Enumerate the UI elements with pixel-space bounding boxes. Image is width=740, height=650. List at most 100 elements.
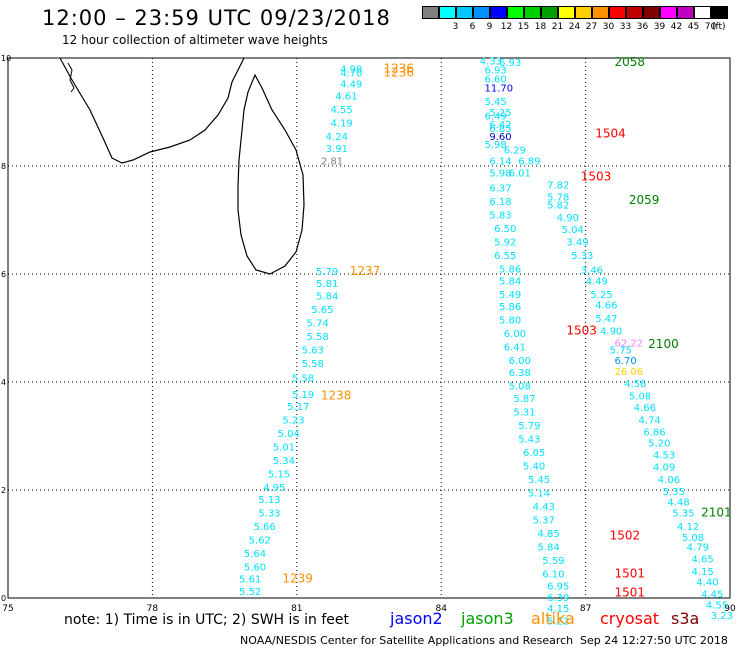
wave-height-label: 4.70 [340,68,362,79]
legend-label: 70 [704,22,717,32]
legend-swatch [507,6,524,19]
legend-swatch [490,6,507,19]
legend-label: 33 [619,22,632,32]
wave-height-label: 6.38 [509,368,531,379]
wave-height-label: 6.93 [499,58,521,69]
wave-height-label: 5.23 [282,416,304,427]
pass-time-label: 1236 [383,65,414,79]
map-title: 12:00 – 23:59 UTC 09/23/2018 [42,6,391,30]
wave-height-label: 5.79 [316,267,338,278]
wave-height-label: 6.93 [485,66,507,77]
satellite-cryosat: cryosat [600,609,660,628]
legend-swatch [626,6,643,19]
wave-height-label: 5.47 [595,314,617,325]
satellite-s3a: s3a [671,609,700,628]
wave-height-label: 6.10 [542,569,564,580]
wave-height-label: 5.65 [311,305,333,316]
wave-height-label: 4.66 [634,403,656,414]
wave-height-label: 5.43 [518,434,540,445]
wave-height-label: 6.01 [509,168,531,179]
lon-tick-label: 84 [435,604,447,614]
satellite-jason3: jason3 [461,609,514,628]
pass-time-label: 1501 [614,585,645,599]
wave-height-label: 6.18 [489,197,511,208]
lon-tick-label: 87 [580,604,591,614]
wave-height-label: 6.49 [485,112,507,123]
wave-height-label: 5.19 [292,390,314,401]
wave-height-label: 6.89 [518,156,540,167]
wave-height-label: 5.63 [302,345,324,356]
wave-height-label: 5.22 [547,616,569,627]
legend-label: 15 [517,22,530,32]
wave-height-label: 5.86 [499,264,521,275]
wave-height-label: 5.86 [499,302,521,313]
lat-tick-label: 0 [1,594,6,603]
wave-height-label: 4.09 [653,463,675,474]
legend-label: 6 [469,22,476,32]
wave-height-label: 4.66 [595,301,617,312]
legend-swatch [694,6,711,19]
pass-time-label: 1503 [566,323,597,337]
wave-height-label: 5.79 [518,421,540,432]
pass-time-label: 1239 [282,571,313,585]
wave-height-label: 2.81 [321,156,343,167]
wave-height-label: 4.56 [624,379,646,390]
wave-height-label: 4.49 [586,276,608,287]
sri-lanka-coastline [237,73,305,275]
wave-height-label: 5.81 [316,279,338,290]
legend-label: 30 [602,22,615,32]
wave-height-label: 6.42 [489,120,511,131]
wave-height-label: 11.70 [485,83,514,94]
wave-height-label: 4.98 [340,65,362,76]
wave-height-label: 6.39 [547,593,569,604]
wave-height-label: 5.75 [610,345,632,356]
wave-height-label: 5.64 [244,549,266,560]
wave-height-label: 4.55 [330,105,352,116]
pass-time-label: 1502 [610,529,641,543]
footer-note: note: 1) Time is in UTC; 2) SWH is in fe… [64,612,350,628]
wave-height-label: 5.35 [663,487,685,498]
wave-height-label: 4.61 [335,92,357,103]
wave-height-label: 9.60 [489,132,511,143]
legend-swatch [541,6,558,19]
wave-height-label: 5.49 [499,290,521,301]
map-subtitle: 12 hour collection of altimeter wave hei… [62,33,328,47]
map-marks: 4.984.704.494.614.554.194.243.912.815.79… [239,55,733,627]
legend-label: 36 [636,22,649,32]
wave-height-label: 4.85 [537,529,559,540]
wave-height-label: 4.15 [547,604,569,615]
legend-swatch [439,6,456,19]
wave-height-label: 5.92 [494,237,516,248]
wave-height-label: 5.84 [537,542,559,553]
wave-height-label: 6.85 [489,124,511,135]
wave-height-label: 5.80 [499,316,521,327]
wave-height-label: 5.87 [513,394,535,405]
legend-swatch [558,6,575,19]
wave-height-label: 5.33 [258,508,280,519]
wave-height-label: 4.48 [667,498,689,509]
wave-height-label: 6.55 [494,251,516,262]
wave-height-label: 5.25 [590,290,612,301]
wave-height-label: 5.08 [682,533,704,544]
wave-height-label: 4.24 [326,132,348,143]
wave-height-label: 6.86 [643,427,665,438]
map-frame [7,57,731,599]
lat-tick-label: 10 [1,54,11,63]
wave-height-label: 7.82 [547,181,569,192]
wave-height-label: 4.19 [330,119,352,130]
satellite-jason2: jason2 [390,609,443,628]
wave-height-label: 6.14 [489,156,511,167]
credit-line: NOAA/NESDIS Center for Satellite Applica… [240,634,574,647]
lon-tick-label: 81 [291,604,302,614]
wave-height-label: 5.31 [513,407,535,418]
wave-height-label: 5.08 [629,391,651,402]
wave-height-label: 5.25 [489,108,511,119]
wave-height-label: 5.04 [278,429,300,440]
wave-height-label: 4.45 [701,589,723,600]
wave-height-label: 5.98 [485,140,507,151]
wave-height-label: 5.13 [258,495,280,506]
pass-time-label: 1238 [321,388,352,402]
wave-height-label: 3.23 [711,611,733,622]
legend-label: 12 [500,22,513,32]
